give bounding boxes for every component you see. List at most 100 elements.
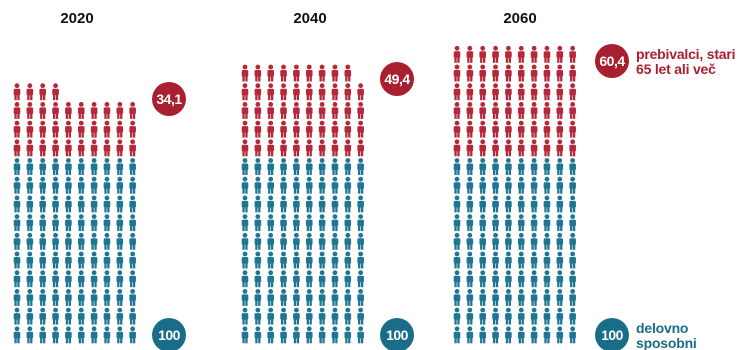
working-person-icon-2040 (254, 176, 262, 194)
elderly-person-icon-2060 (569, 102, 576, 119)
working-person-icon-2060 (492, 232, 499, 250)
working-person-icon-2060 (466, 214, 474, 232)
working-person-icon-2020 (90, 158, 98, 175)
elderly-person-icon-2060 (453, 120, 461, 138)
working-person-icon-2060 (517, 158, 525, 175)
working-person-icon-2040 (267, 214, 274, 232)
working-person-icon-2020 (13, 307, 21, 325)
working-person-icon-2020 (13, 270, 21, 288)
working-person-icon-2040 (331, 270, 339, 288)
elderly-person-icon-2060 (556, 45, 564, 63)
elderly-person-icon-2040 (280, 139, 287, 157)
elderly-person-icon-2020 (26, 102, 34, 119)
working-person-icon-2020 (13, 326, 21, 344)
elderly-person-icon-2060 (505, 83, 512, 101)
elderly-person-icon-2040 (344, 102, 352, 119)
elderly-person-icon-2040 (293, 139, 300, 157)
working-person-icon-2040 (357, 289, 364, 306)
working-person-icon-2040 (254, 214, 262, 232)
working-person-icon-2040 (344, 289, 352, 306)
working-person-icon-2020 (77, 307, 85, 325)
working-person-icon-2060 (556, 326, 564, 344)
working-person-icon-2060 (569, 251, 576, 269)
working-person-icon-2040 (318, 289, 326, 306)
elderly-person-icon-2040 (254, 102, 262, 119)
elderly-person-icon-2020 (39, 102, 46, 119)
working-person-icon-2060 (569, 289, 576, 306)
elderly-person-icon-2060 (466, 83, 474, 101)
elderly-person-icon-2040 (293, 120, 300, 138)
working-person-icon-2060 (556, 232, 564, 250)
working-person-icon-2060 (466, 251, 474, 269)
working-person-icon-2060 (505, 232, 512, 250)
working-person-icon-2020 (65, 289, 72, 306)
working-person-icon-2060 (453, 326, 461, 344)
elderly-person-icon-2060 (479, 102, 486, 119)
working-person-icon-2040 (318, 195, 326, 213)
working-person-icon-2040 (357, 270, 364, 288)
working-person-icon-2040 (357, 176, 364, 194)
working-person-icon-2020 (26, 232, 34, 250)
elderly-person-icon-2020 (116, 102, 124, 119)
working-person-icon-2020 (77, 176, 85, 194)
working-person-icon-2060 (466, 326, 474, 344)
working-person-icon-2020 (116, 214, 124, 232)
working-person-icon-2020 (65, 214, 72, 232)
working-person-icon-2040 (344, 270, 352, 288)
working-person-icon-2060 (466, 158, 474, 175)
elderly-person-icon-2040 (280, 64, 287, 82)
working-person-icon-2020 (129, 289, 136, 306)
working-person-icon-2040 (357, 158, 364, 175)
working-person-icon-2040 (241, 307, 249, 325)
working-person-icon-2040 (280, 326, 287, 344)
working-person-icon-2020 (90, 307, 98, 325)
working-person-icon-2020 (26, 289, 34, 306)
legend-working: delovno sposobni prebivalci (636, 321, 741, 350)
working-person-icon-2020 (103, 326, 111, 344)
elderly-person-icon-2060 (556, 102, 564, 119)
working-person-icon-2020 (90, 326, 98, 344)
working-person-icon-2040 (280, 195, 287, 213)
working-person-icon-2020 (26, 251, 34, 269)
working-person-icon-2060 (530, 232, 538, 250)
working-person-icon-2040 (267, 326, 274, 344)
elderly-person-icon-2040 (267, 64, 274, 82)
working-person-icon-2040 (318, 232, 326, 250)
working-person-icon-2040 (254, 270, 262, 288)
working-person-icon-2020 (39, 326, 46, 344)
elderly-person-icon-2060 (556, 139, 564, 157)
working-person-icon-2040 (293, 158, 300, 175)
working-person-icon-2060 (543, 251, 551, 269)
working-person-icon-2060 (569, 307, 576, 325)
elderly-person-icon-2020 (26, 83, 34, 101)
working-person-icon-2040 (331, 232, 339, 250)
working-person-icon-2060 (517, 232, 525, 250)
elderly-person-icon-2020 (103, 139, 111, 157)
working-person-icon-2020 (116, 158, 124, 175)
working-person-icon-2040 (344, 232, 352, 250)
working-person-icon-2060 (492, 289, 499, 306)
working-person-icon-2020 (90, 232, 98, 250)
working-person-icon-2060 (517, 195, 525, 213)
working-person-icon-2060 (569, 326, 576, 344)
working-person-icon-2040 (267, 232, 274, 250)
elderly-person-icon-2060 (453, 64, 461, 82)
working-person-icon-2020 (52, 307, 59, 325)
elderly-person-icon-2040 (331, 139, 339, 157)
working-person-icon-2040 (241, 326, 249, 344)
working-person-icon-2060 (530, 251, 538, 269)
working-person-icon-2040 (241, 251, 249, 269)
working-person-icon-2060 (543, 232, 551, 250)
elderly-person-icon-2060 (479, 139, 486, 157)
legend-working-line-1: delovno sposobni (636, 320, 697, 350)
elderly-person-icon-2060 (453, 139, 461, 157)
working-person-icon-2020 (39, 307, 46, 325)
working-person-icon-2040 (344, 307, 352, 325)
working-person-icon-2040 (254, 289, 262, 306)
people-layer (13, 45, 576, 344)
elderly-person-icon-2020 (13, 102, 21, 119)
elderly-person-icon-2040 (318, 102, 326, 119)
elderly-person-icon-2020 (13, 139, 21, 157)
working-person-icon-2040 (305, 251, 313, 269)
working-person-icon-2040 (267, 158, 274, 175)
